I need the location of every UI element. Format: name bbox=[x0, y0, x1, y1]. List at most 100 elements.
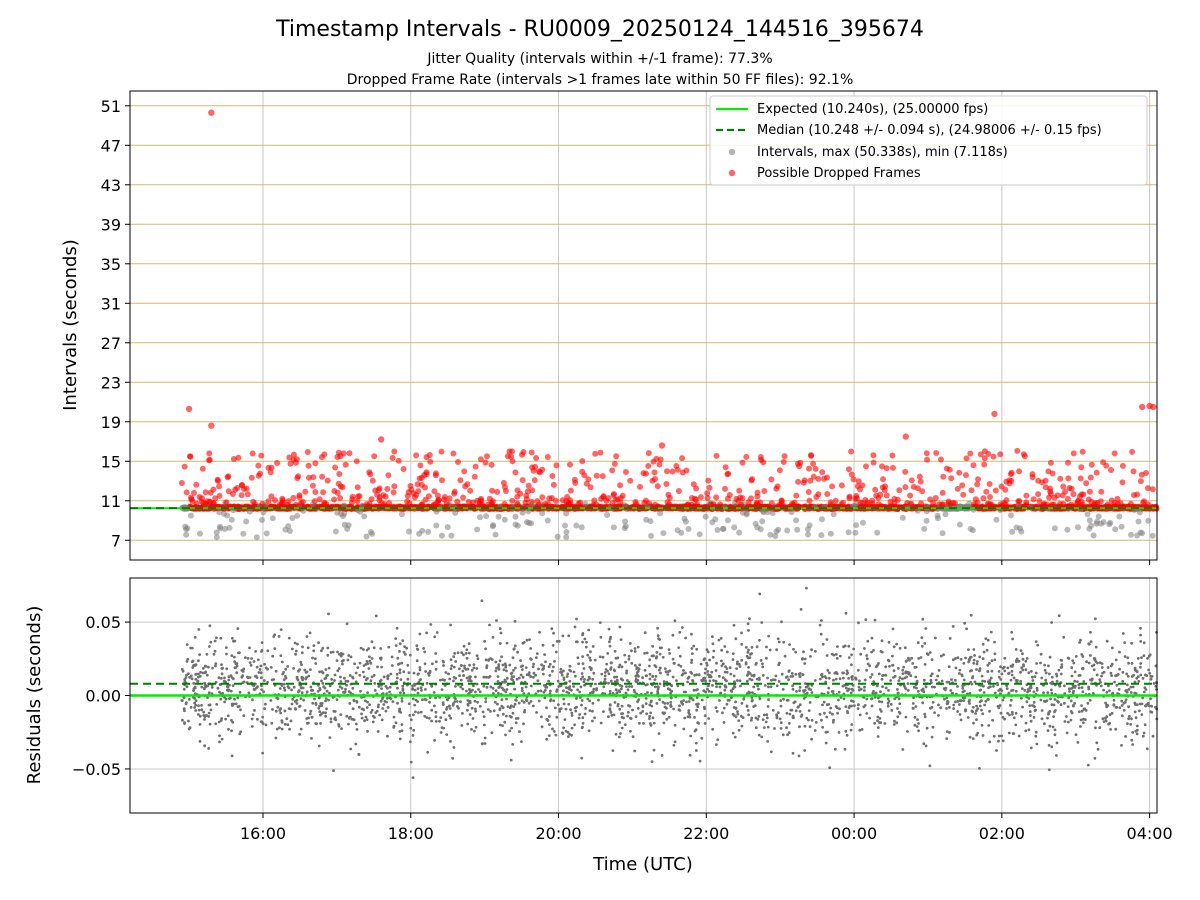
residual-point bbox=[581, 725, 584, 729]
residual-point bbox=[889, 702, 893, 706]
dropped-frame-point bbox=[992, 487, 999, 494]
residual-point bbox=[563, 718, 567, 721]
dropped-frame-point bbox=[946, 466, 953, 473]
interval-point bbox=[263, 530, 270, 537]
residual-point bbox=[474, 690, 477, 694]
dropped-frame-point bbox=[778, 500, 785, 507]
residual-point bbox=[286, 723, 290, 727]
residual-point bbox=[197, 672, 200, 676]
residual-point bbox=[269, 699, 273, 702]
residual-point bbox=[591, 677, 595, 681]
residual-point bbox=[551, 644, 555, 647]
interval-point bbox=[647, 518, 654, 525]
residual-point bbox=[498, 642, 502, 645]
residual-point bbox=[326, 653, 330, 657]
residual-point bbox=[327, 666, 331, 670]
residual-point bbox=[199, 671, 203, 674]
residual-point bbox=[1065, 731, 1069, 735]
dropped-frame-point bbox=[331, 496, 338, 503]
residual-point bbox=[731, 687, 735, 691]
residual-point bbox=[250, 725, 254, 728]
dropped-frame-point bbox=[1119, 479, 1126, 486]
interval-point bbox=[563, 534, 570, 541]
residual-point bbox=[519, 673, 523, 677]
interval-point bbox=[243, 518, 250, 525]
dropped-frame-point bbox=[599, 473, 606, 480]
residual-point bbox=[313, 697, 316, 701]
dropped-frame-point bbox=[426, 452, 433, 458]
residual-point bbox=[239, 708, 242, 712]
dropped-frame-outlier bbox=[1150, 403, 1157, 411]
residual-point bbox=[512, 668, 515, 672]
intervals-y-tick-label: 51 bbox=[101, 97, 121, 116]
residual-point bbox=[821, 703, 824, 707]
residual-point bbox=[648, 664, 651, 668]
interval-point bbox=[1008, 512, 1014, 519]
residual-point bbox=[630, 649, 633, 653]
residual-point bbox=[394, 721, 398, 725]
residual-point bbox=[570, 714, 574, 717]
dropped-frame-point bbox=[665, 491, 672, 498]
residual-point bbox=[425, 716, 429, 719]
residual-point bbox=[924, 744, 928, 748]
residual-point bbox=[452, 665, 456, 669]
dropped-frame-point bbox=[857, 499, 864, 506]
intervals-y-tick-label: 47 bbox=[101, 136, 121, 155]
residual-point bbox=[1131, 743, 1135, 746]
residual-point bbox=[922, 690, 926, 694]
residual-point bbox=[802, 650, 805, 654]
residual-point bbox=[256, 717, 259, 721]
residual-point bbox=[820, 718, 823, 722]
dropped-frame-point bbox=[1119, 462, 1126, 469]
residual-point bbox=[328, 691, 331, 695]
residual-point bbox=[1044, 671, 1048, 675]
dropped-frame-point bbox=[567, 487, 574, 494]
residual-point bbox=[368, 703, 371, 707]
residual-point bbox=[587, 628, 591, 632]
dropped-frame-point bbox=[1066, 485, 1073, 491]
dropped-frame-point bbox=[986, 481, 993, 487]
dropped-frame-point bbox=[550, 481, 557, 488]
residual-point bbox=[968, 735, 972, 739]
residual-point bbox=[1120, 714, 1124, 718]
residual-point bbox=[797, 754, 801, 758]
interval-point bbox=[899, 514, 906, 521]
interval-point bbox=[621, 525, 628, 532]
dropped-frame-point bbox=[739, 459, 746, 466]
dropped-frame-point bbox=[413, 452, 420, 459]
interval-point bbox=[361, 513, 368, 520]
residual-point bbox=[278, 726, 281, 730]
dropped-frame-point bbox=[238, 482, 245, 489]
residual-point bbox=[644, 702, 648, 705]
residual-point bbox=[227, 675, 231, 679]
interval-point bbox=[489, 523, 496, 530]
residual-point bbox=[744, 646, 748, 649]
interval-point bbox=[286, 528, 293, 534]
dropped-frame-point bbox=[567, 500, 574, 507]
dropped-frame-point bbox=[435, 496, 442, 503]
residual-point bbox=[1032, 701, 1036, 704]
residual-point bbox=[400, 723, 404, 726]
residual-point bbox=[1133, 710, 1137, 714]
dropped-frame-point bbox=[938, 501, 945, 508]
residual-point bbox=[427, 716, 431, 720]
residual-point bbox=[618, 735, 621, 739]
dropped-frame-point bbox=[1078, 491, 1085, 498]
residual-point bbox=[652, 721, 656, 725]
dropped-frame-point bbox=[183, 489, 190, 496]
dropped-frame-point bbox=[259, 500, 266, 507]
dropped-frame-point bbox=[908, 477, 915, 484]
residual-point bbox=[588, 656, 592, 660]
residual-point bbox=[769, 750, 773, 754]
dropped-frame-point bbox=[988, 501, 995, 508]
residual-point bbox=[896, 707, 899, 710]
residual-point bbox=[381, 697, 384, 701]
interval-point bbox=[712, 516, 719, 523]
dropped-frame-point bbox=[1016, 468, 1023, 475]
residual-point bbox=[1109, 671, 1113, 675]
dropped-frame-point bbox=[319, 473, 326, 480]
dropped-frame-point bbox=[519, 477, 526, 484]
dropped-frame-point bbox=[1049, 470, 1056, 477]
interval-point bbox=[830, 511, 837, 518]
residual-point bbox=[761, 662, 764, 666]
